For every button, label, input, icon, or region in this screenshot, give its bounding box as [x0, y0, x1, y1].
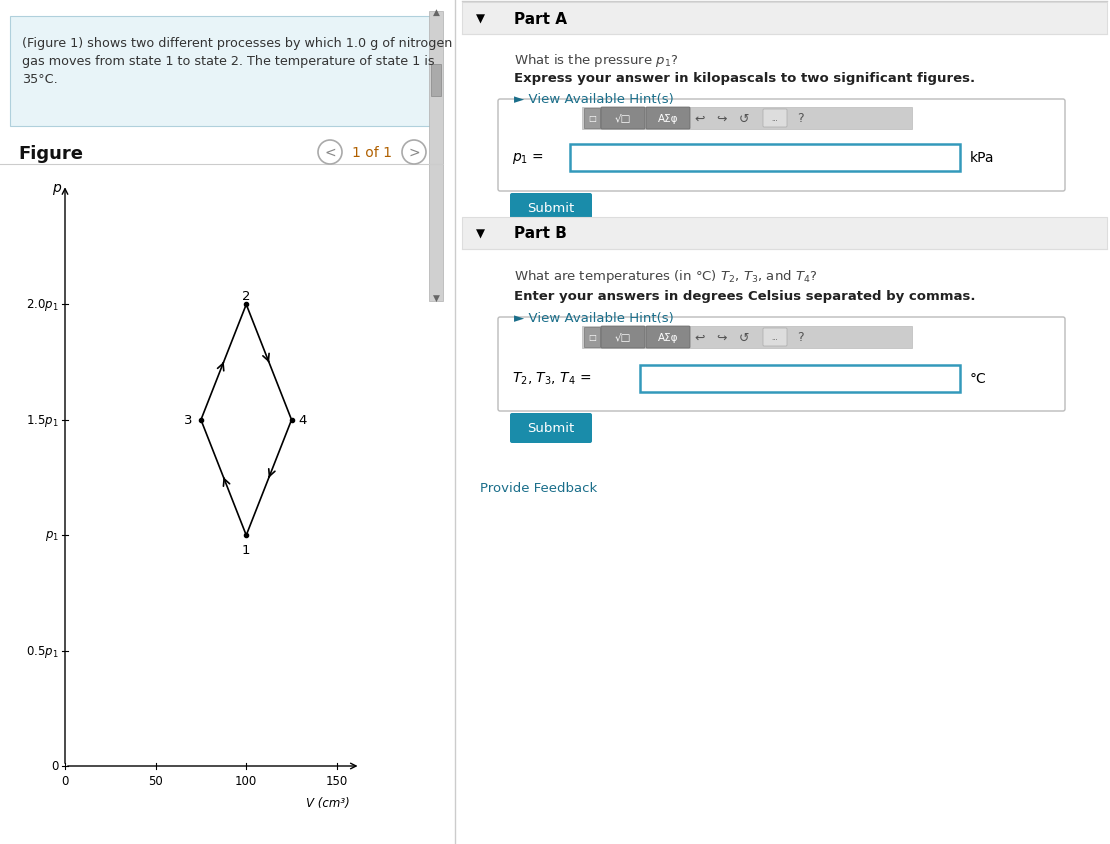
Text: <: <	[324, 146, 336, 160]
FancyBboxPatch shape	[763, 110, 787, 127]
Text: What are temperatures (in °C) $T_2$, $T_3$, and $T_4$?: What are temperatures (in °C) $T_2$, $T_…	[514, 268, 817, 284]
Text: □: □	[588, 115, 596, 123]
Text: √□: √□	[615, 114, 632, 124]
FancyBboxPatch shape	[428, 12, 443, 301]
Text: √□: √□	[615, 333, 632, 343]
Text: AΣφ: AΣφ	[658, 333, 678, 343]
Text: ...: ...	[771, 116, 778, 122]
Text: ▼: ▼	[475, 13, 484, 25]
Text: 35°C.: 35°C.	[22, 73, 58, 86]
Text: ?: ?	[797, 331, 804, 344]
Text: ↪: ↪	[717, 112, 727, 126]
Text: Figure: Figure	[18, 145, 83, 163]
Text: Express your answer in kilopascals to two significant figures.: Express your answer in kilopascals to tw…	[514, 72, 975, 85]
Text: Part B: Part B	[514, 226, 567, 241]
FancyBboxPatch shape	[10, 17, 442, 127]
Text: $T_2$, $T_3$, $T_4$ =: $T_2$, $T_3$, $T_4$ =	[512, 371, 592, 387]
Text: Submit: Submit	[527, 203, 575, 215]
Text: ▼: ▼	[433, 293, 440, 302]
Text: (Figure 1) shows two different processes by which 1.0 g of nitrogen: (Figure 1) shows two different processes…	[22, 37, 453, 50]
Text: ↺: ↺	[739, 112, 749, 126]
Text: AΣφ: AΣφ	[658, 114, 678, 124]
Text: ► View Available Hint(s): ► View Available Hint(s)	[514, 93, 674, 106]
Text: 2: 2	[242, 289, 251, 302]
Circle shape	[402, 141, 426, 165]
Text: 2.0$p_1$: 2.0$p_1$	[27, 297, 59, 313]
FancyBboxPatch shape	[646, 327, 690, 349]
FancyBboxPatch shape	[509, 414, 592, 443]
Text: °C: °C	[970, 371, 987, 386]
FancyBboxPatch shape	[763, 328, 787, 347]
Text: Part A: Part A	[514, 12, 567, 26]
Text: Provide Feedback: Provide Feedback	[480, 481, 597, 495]
FancyBboxPatch shape	[584, 327, 601, 348]
FancyBboxPatch shape	[601, 108, 645, 130]
FancyBboxPatch shape	[431, 65, 441, 97]
Text: 3: 3	[183, 414, 192, 427]
Text: ↩: ↩	[695, 331, 705, 344]
Text: ↩: ↩	[695, 112, 705, 126]
FancyBboxPatch shape	[601, 327, 645, 349]
FancyBboxPatch shape	[498, 100, 1064, 192]
Text: 1 of 1: 1 of 1	[352, 146, 392, 160]
FancyBboxPatch shape	[646, 108, 690, 130]
FancyBboxPatch shape	[571, 145, 960, 172]
Text: ▲: ▲	[433, 8, 440, 17]
Text: ↪: ↪	[717, 331, 727, 344]
Text: p: p	[51, 181, 60, 194]
Text: Submit: Submit	[527, 422, 575, 435]
Text: >: >	[408, 146, 420, 160]
FancyBboxPatch shape	[498, 317, 1064, 412]
FancyBboxPatch shape	[584, 109, 601, 129]
Text: ?: ?	[797, 112, 804, 126]
Text: 4: 4	[299, 414, 306, 427]
FancyBboxPatch shape	[582, 108, 912, 130]
Text: 1.5$p_1$: 1.5$p_1$	[27, 413, 59, 428]
FancyBboxPatch shape	[462, 218, 1107, 250]
Circle shape	[317, 141, 342, 165]
Text: Enter your answers in degrees Celsius separated by commas.: Enter your answers in degrees Celsius se…	[514, 289, 976, 303]
Text: V (cm³): V (cm³)	[306, 796, 350, 809]
Text: $p_1$: $p_1$	[46, 528, 59, 543]
Text: 150: 150	[325, 774, 349, 787]
Text: gas moves from state 1 to state 2. The temperature of state 1 is: gas moves from state 1 to state 2. The t…	[22, 55, 435, 68]
Text: 0: 0	[52, 760, 59, 772]
Text: 100: 100	[235, 774, 258, 787]
Text: 0.5$p_1$: 0.5$p_1$	[27, 643, 59, 659]
FancyBboxPatch shape	[509, 194, 592, 224]
Text: ↺: ↺	[739, 331, 749, 344]
Text: ...: ...	[771, 334, 778, 341]
Text: $p_1$ =: $p_1$ =	[512, 150, 544, 165]
Text: 0: 0	[61, 774, 69, 787]
Text: ▼: ▼	[475, 227, 484, 241]
Text: 1: 1	[242, 543, 251, 556]
Text: 50: 50	[149, 774, 163, 787]
FancyBboxPatch shape	[640, 365, 960, 392]
Text: kPa: kPa	[970, 151, 995, 165]
Text: What is the pressure $p_1$?: What is the pressure $p_1$?	[514, 52, 678, 69]
Text: □: □	[588, 333, 596, 342]
FancyBboxPatch shape	[462, 3, 1107, 35]
Text: ► View Available Hint(s): ► View Available Hint(s)	[514, 311, 674, 325]
FancyBboxPatch shape	[582, 327, 912, 349]
